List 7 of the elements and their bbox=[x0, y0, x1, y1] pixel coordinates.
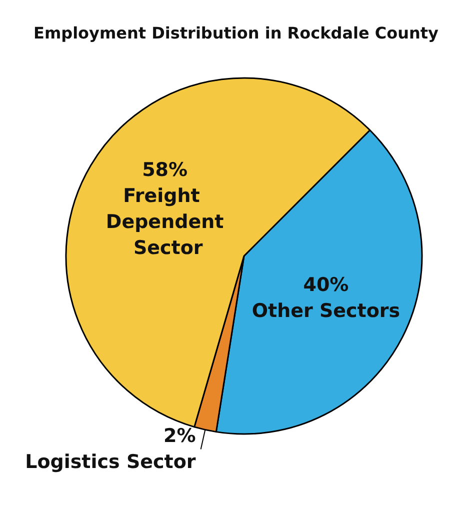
slice-label: Other Sectors bbox=[252, 300, 400, 322]
data-label: 58% bbox=[142, 159, 188, 182]
data-label: 2% bbox=[164, 425, 196, 448]
data-label: 40% bbox=[303, 274, 349, 296]
slice-label: Logistics Sector bbox=[25, 451, 196, 474]
chart-title: Employment Distribution in Rockdale County bbox=[34, 24, 440, 42]
slice-label: Freight Dependent Sector bbox=[106, 185, 224, 260]
